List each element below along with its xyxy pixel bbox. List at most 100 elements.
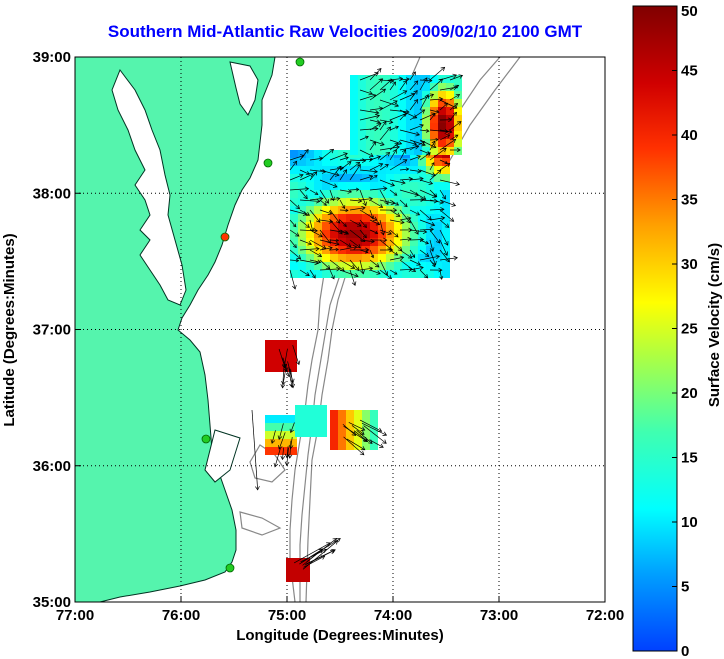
velocity-arrow: [369, 249, 374, 258]
velocity-arrow: [329, 269, 335, 280]
velocity-cell: [290, 262, 298, 270]
velocity-arrow: [359, 229, 367, 238]
velocity-cell: [374, 147, 382, 155]
velocity-cell: [338, 198, 346, 206]
velocity-cell: [354, 418, 362, 426]
velocity-cell: [350, 107, 358, 115]
velocity-arrow: [359, 249, 368, 253]
velocity-arrow: [309, 249, 322, 257]
velocity-arrow: [359, 136, 369, 141]
velocity-arrowhead: [412, 141, 418, 146]
velocity-arrowhead: [413, 80, 419, 85]
velocity-arrowhead: [432, 263, 436, 268]
velocity-arrowhead: [374, 126, 379, 132]
velocity-arrow: [379, 121, 387, 131]
velocity-cell: [346, 434, 354, 442]
velocity-cell: [366, 115, 374, 123]
x-tick-label: 72:00: [586, 607, 624, 624]
velocity-cell: [303, 421, 311, 429]
velocity-arrow: [351, 425, 365, 435]
velocity-arrow: [278, 423, 284, 440]
velocity-cell: [406, 91, 414, 99]
velocity-cell: [434, 214, 442, 222]
velocity-arrowhead: [356, 222, 362, 227]
velocity-arrow: [339, 239, 352, 248]
velocity-cell: [286, 566, 294, 574]
station-marker: [263, 158, 273, 168]
velocity-arrow: [399, 129, 420, 136]
velocity-arrowhead: [442, 195, 446, 200]
velocity-arrow: [309, 269, 316, 279]
velocity-arrowhead: [402, 90, 408, 95]
velocity-arrow: [439, 269, 443, 280]
colorbar: [632, 5, 678, 652]
velocity-arrowhead: [309, 173, 314, 178]
velocity-cell: [418, 270, 426, 278]
velocity-cell: [295, 421, 303, 429]
velocity-cell: [346, 222, 354, 230]
velocity-arrowhead: [419, 237, 425, 243]
velocity-cell: [298, 150, 306, 158]
velocity-cell: [378, 270, 386, 278]
velocity-cell: [294, 566, 302, 574]
velocity-cell: [362, 238, 370, 246]
velocity-arrowhead: [388, 119, 394, 125]
velocity-cell: [322, 206, 330, 214]
velocity-cell: [394, 214, 402, 222]
velocity-cell: [338, 150, 346, 158]
velocity-cell: [298, 222, 306, 230]
velocity-arrow: [359, 267, 373, 271]
velocity-arrow: [449, 85, 459, 91]
velocity-arrow: [278, 432, 286, 450]
velocity-cell: [378, 166, 386, 174]
velocity-arrow: [419, 139, 437, 148]
velocity-arrow: [419, 249, 429, 257]
velocity-cell: [290, 238, 298, 246]
velocity-cell: [394, 190, 402, 198]
velocity-arrowhead: [397, 140, 403, 146]
colorbar-tick-label: 15: [681, 450, 698, 467]
velocity-arrowhead: [342, 169, 348, 174]
velocity-cell: [319, 405, 327, 413]
velocity-cell: [446, 107, 454, 115]
velocity-cell: [406, 131, 414, 139]
velocity-cell: [394, 254, 402, 262]
velocity-arrowhead: [394, 102, 400, 108]
velocity-cell: [311, 413, 319, 421]
velocity-arrow: [299, 259, 319, 264]
velocity-arrow: [439, 163, 450, 171]
velocity-arrowhead: [307, 240, 313, 246]
velocity-cell: [402, 174, 410, 182]
velocity-arrow: [361, 422, 387, 436]
velocity-arrow: [399, 109, 417, 119]
velocity-cell: [350, 91, 358, 99]
velocity-cell: [362, 254, 370, 262]
velocity-cell: [314, 190, 322, 198]
velocity-arrow: [399, 93, 415, 101]
velocity-cell: [390, 75, 398, 83]
velocity-cell: [290, 230, 298, 238]
velocity-cell: [298, 262, 306, 270]
velocity-cell: [426, 174, 434, 182]
velocity-cell: [370, 166, 378, 174]
velocity-arrowhead: [377, 427, 383, 432]
velocity-arrowhead: [356, 244, 361, 249]
velocity-arrow: [439, 138, 456, 151]
velocity-arrowhead: [411, 254, 416, 259]
velocity-cell: [394, 198, 402, 206]
velocity-cell: [273, 348, 281, 356]
velocity-cell: [438, 91, 446, 99]
velocity-cell: [374, 115, 382, 123]
velocity-arrowhead: [363, 437, 369, 443]
velocity-arrowhead: [383, 186, 388, 191]
velocity-arrow: [282, 447, 284, 460]
velocity-cell: [402, 270, 410, 278]
velocity-arrow: [429, 189, 437, 197]
velocity-cell: [390, 123, 398, 131]
velocity-arrowhead: [368, 174, 374, 180]
velocity-arrowhead: [341, 205, 346, 210]
velocity-arrowhead: [305, 223, 310, 228]
velocity-cell: [350, 123, 358, 131]
velocity-arrow: [306, 548, 323, 563]
velocity-arrow: [439, 134, 450, 141]
